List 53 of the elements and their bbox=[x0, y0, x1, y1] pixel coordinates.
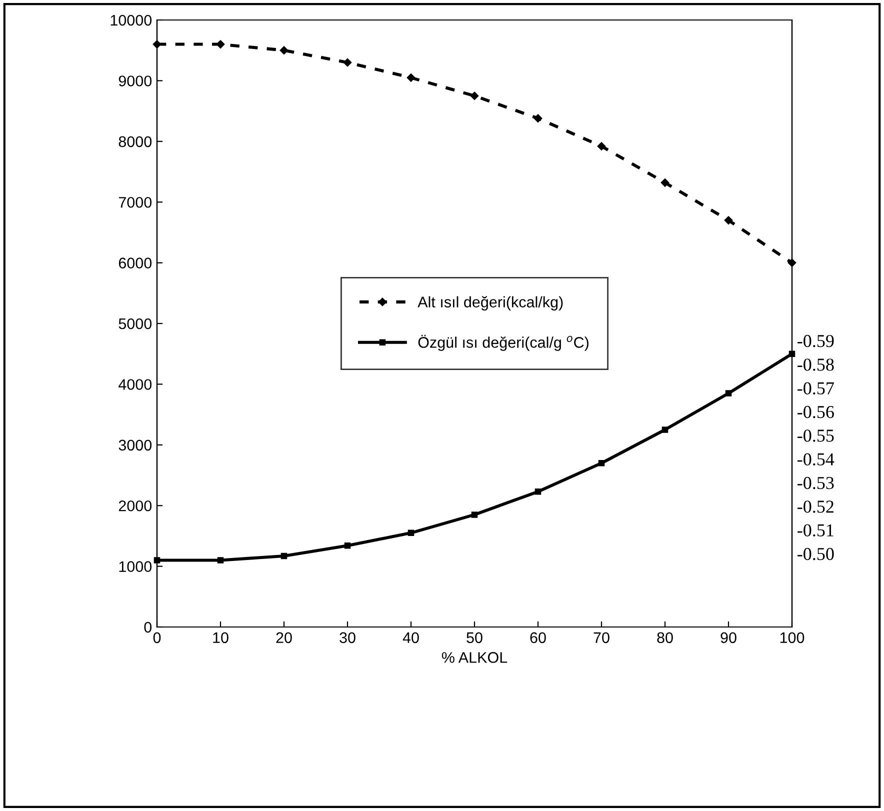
point bbox=[406, 74, 416, 82]
point bbox=[662, 426, 668, 433]
y2-tick-label: -0.53 bbox=[798, 476, 834, 490]
x-tick-label: 20 bbox=[276, 632, 292, 644]
y-tick-label: 8000 bbox=[118, 136, 152, 148]
x-tick-label: 30 bbox=[340, 632, 356, 644]
y2-tick-label: -0.55 bbox=[798, 430, 834, 442]
y-tick-label: 6000 bbox=[118, 258, 152, 268]
x-tick-label: 90 bbox=[720, 632, 736, 644]
y2-tick-label: -0.57 bbox=[798, 382, 834, 395]
point bbox=[534, 114, 542, 122]
y-tick-label: 2000 bbox=[118, 500, 152, 512]
x-axis-title: % ALKOL bbox=[442, 652, 508, 663]
legend-label: Özgül ısı değeri(cal/g $^{o}$C) bbox=[418, 334, 588, 351]
point bbox=[280, 46, 288, 54]
point bbox=[471, 512, 478, 518]
x-tick-label: 70 bbox=[594, 632, 610, 644]
point bbox=[470, 92, 479, 100]
point bbox=[534, 488, 542, 495]
x-tick-label: 10 bbox=[213, 632, 228, 644]
x-tick-label: 50 bbox=[466, 632, 482, 644]
y2-tick-label: -0.56 bbox=[798, 406, 834, 418]
point bbox=[217, 557, 224, 564]
y-tick-label: 4000 bbox=[118, 379, 152, 390]
y-tick-label: 7000 bbox=[118, 196, 152, 208]
y-tick-label: 10000 bbox=[110, 14, 152, 26]
point bbox=[343, 58, 352, 67]
point bbox=[344, 542, 351, 549]
point bbox=[280, 552, 288, 560]
point bbox=[598, 460, 605, 466]
point bbox=[408, 530, 414, 536]
y-tick-label: 3000 bbox=[118, 440, 152, 451]
y-tick-label: 1000 bbox=[119, 561, 152, 572]
y-tick-label: 0 bbox=[144, 622, 152, 633]
point bbox=[724, 216, 733, 224]
y2-tick-label: -0.51 bbox=[798, 524, 834, 536]
x-tick-label: 40 bbox=[402, 632, 419, 644]
point bbox=[216, 40, 225, 48]
x-tick-label: 60 bbox=[530, 632, 546, 644]
x-tick-label: 100 bbox=[780, 632, 804, 644]
x-tick-label: 80 bbox=[657, 632, 673, 644]
point bbox=[725, 390, 732, 396]
x-tick-label: 0 bbox=[153, 632, 161, 644]
y2-tick-label: -0.58 bbox=[798, 358, 834, 371]
y2-tick-label: -0.59 bbox=[798, 334, 834, 348]
y2-tick-label: -0.52 bbox=[798, 500, 834, 513]
y-tick-label: 5000 bbox=[118, 318, 152, 330]
point bbox=[660, 178, 670, 187]
y2-tick-label: -0.54 bbox=[798, 453, 834, 466]
point bbox=[597, 142, 606, 150]
legend-label: Alt ısıl değeri(kcal/kg) bbox=[418, 296, 563, 310]
y2-tick-label: -0.50 bbox=[798, 548, 834, 560]
y-tick-label: 9000 bbox=[118, 76, 152, 86]
